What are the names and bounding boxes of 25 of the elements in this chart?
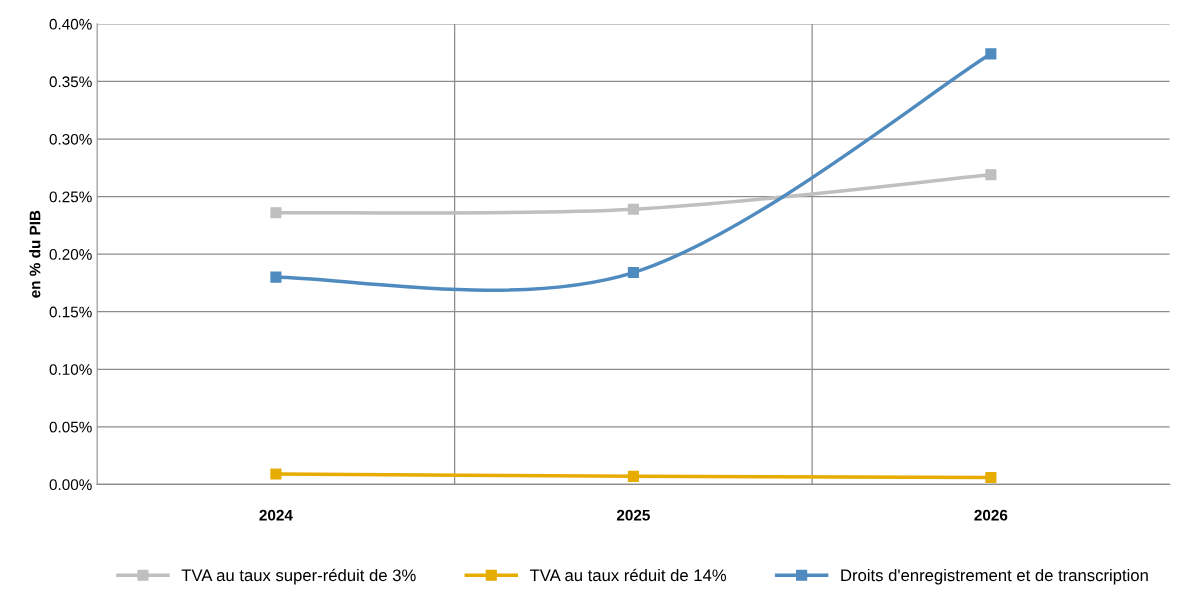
y-tick-label: 0.30% [49, 133, 92, 145]
point [985, 48, 997, 60]
x-tick-label: 2025 [616, 509, 650, 521]
point [985, 169, 997, 181]
point [270, 468, 282, 480]
point [627, 267, 639, 279]
y-axis-title: en % du PIB [29, 210, 41, 298]
y-tick-label: 0.35% [49, 76, 92, 88]
x-tick-label: 2026 [974, 509, 1008, 521]
point [985, 471, 997, 484]
point [270, 271, 282, 283]
point [627, 203, 639, 215]
y-tick-label: 0.40% [49, 18, 92, 30]
y-tick-label: 0.10% [49, 364, 92, 375]
y-tick-label: 0.25% [49, 191, 92, 203]
y-tick-label: 0.15% [49, 306, 92, 318]
legend-label: TVA au taux réduit de 14% [529, 568, 727, 582]
y-tick-label: 0.05% [49, 421, 92, 433]
y-tick-label: 0.00% [49, 479, 92, 491]
point [270, 207, 282, 219]
point [627, 470, 639, 482]
legend-label: Droits d'enregistrement et de transcription [841, 568, 1148, 585]
legend-label: TVA au taux super-réduit de 3% [181, 568, 416, 585]
x-tick-label: 2024 [259, 509, 293, 521]
y-tick-label: 0.20% [49, 249, 92, 260]
